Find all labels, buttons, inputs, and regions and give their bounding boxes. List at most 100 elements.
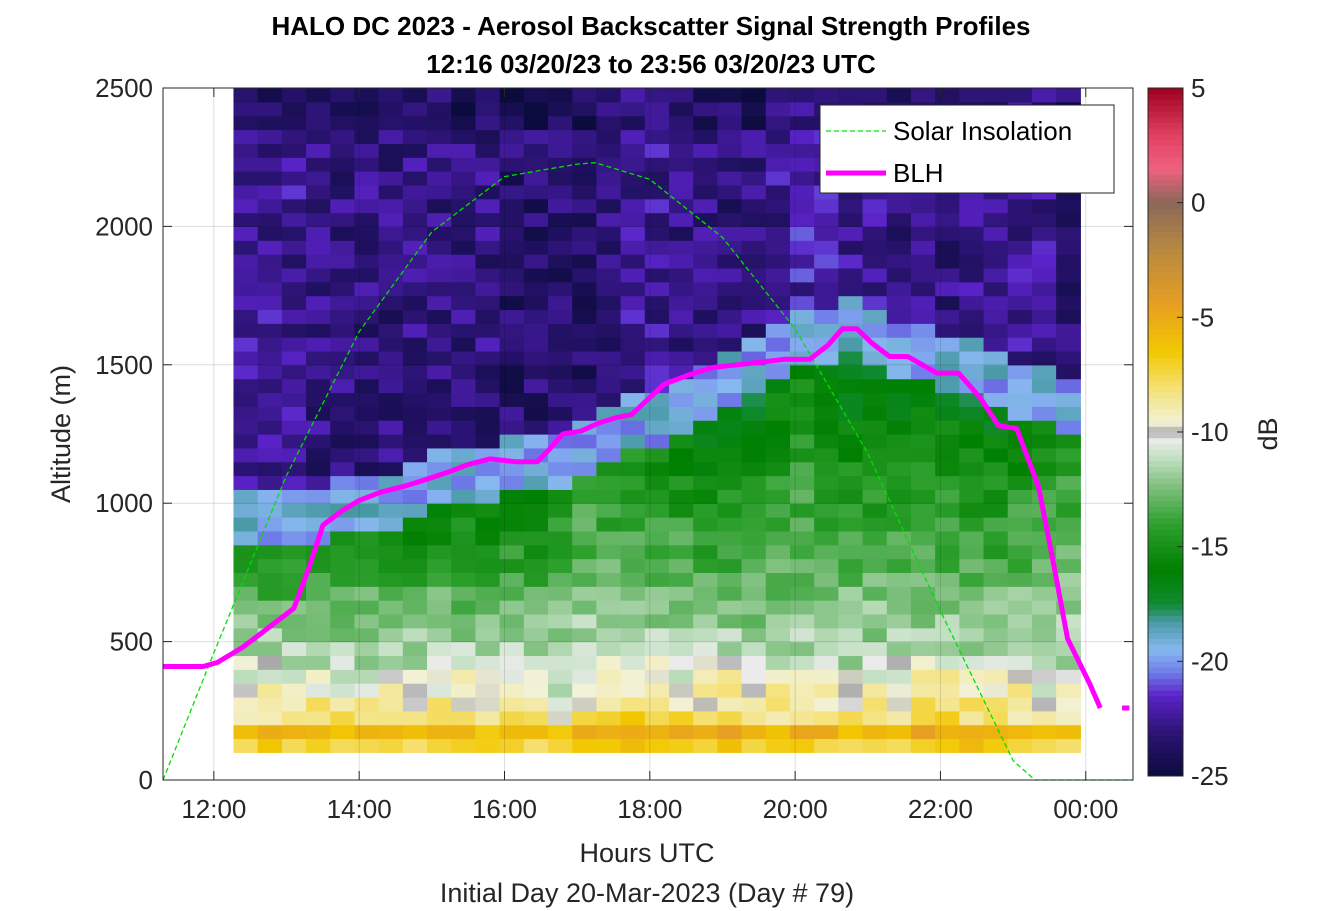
- heatmap-cell: [620, 669, 646, 684]
- heatmap-cell: [959, 88, 985, 103]
- heatmap-cell: [693, 475, 718, 490]
- heatmap-cell: [983, 696, 1009, 712]
- heatmap-cell: [1056, 544, 1081, 560]
- heatmap-cell: [499, 613, 525, 629]
- legend-label: Solar Insolation: [893, 116, 1072, 146]
- heatmap-cell: [983, 364, 1009, 380]
- heatmap-cell: [451, 434, 477, 449]
- heatmap-cell: [620, 572, 646, 587]
- heatmap-cell: [669, 350, 694, 366]
- heatmap-cell: [644, 254, 670, 269]
- heatmap-cell: [717, 171, 743, 186]
- heatmap-cell: [523, 115, 549, 131]
- heatmap-cell: [838, 392, 864, 407]
- heatmap-cell: [548, 88, 573, 103]
- heatmap-cell: [475, 696, 501, 712]
- heatmap-cell: [789, 517, 815, 532]
- heatmap-cell: [1031, 558, 1057, 573]
- heatmap-cell: [354, 198, 380, 214]
- heatmap-cell: [402, 309, 428, 324]
- colorbar-segment: [1148, 305, 1183, 313]
- colorbar-segment: [1148, 145, 1183, 152]
- heatmap-cell: [1056, 267, 1081, 283]
- heatmap-cell: [499, 143, 525, 158]
- heatmap-cell: [402, 641, 428, 657]
- colorbar-segment: [1148, 770, 1183, 777]
- heatmap-cell: [451, 157, 477, 172]
- heatmap-cell: [451, 364, 477, 380]
- heatmap-cell: [499, 586, 525, 601]
- heatmap-cell: [596, 309, 622, 324]
- heatmap-cell: [620, 115, 646, 131]
- heatmap-cell: [814, 530, 839, 546]
- heatmap-cell: [523, 364, 549, 380]
- heatmap-cell: [838, 350, 864, 366]
- heatmap-cell: [644, 198, 670, 214]
- heatmap-cell: [523, 724, 549, 740]
- heatmap-cell: [378, 655, 404, 670]
- colorbar-segment: [1148, 214, 1183, 221]
- heatmap-cell: [789, 212, 815, 227]
- heatmap-cell: [475, 115, 501, 131]
- legend-label: BLH: [893, 158, 944, 188]
- heatmap-cell: [402, 530, 428, 546]
- colorbar-segment: [1148, 649, 1183, 657]
- heatmap-cell: [257, 710, 283, 726]
- heatmap-cell: [330, 350, 356, 366]
- heatmap-cell: [572, 600, 598, 615]
- heatmap-cell: [620, 212, 646, 227]
- heatmap-cell: [281, 323, 307, 338]
- x-tick-label: 18:00: [617, 794, 682, 824]
- heatmap-cell: [451, 696, 477, 712]
- heatmap-cell: [378, 641, 404, 657]
- heatmap-cell: [789, 544, 815, 560]
- heatmap-cell: [741, 489, 767, 504]
- heatmap-cell: [1031, 613, 1057, 629]
- heatmap-cell: [1056, 683, 1081, 698]
- heatmap-cell: [378, 337, 404, 352]
- heatmap-cell: [1007, 254, 1033, 269]
- colorbar-segment: [1148, 122, 1183, 129]
- heatmap-cell: [330, 309, 356, 324]
- heatmap-cell: [644, 115, 670, 131]
- heatmap-cell: [1031, 461, 1057, 477]
- heatmap-cell: [402, 171, 428, 186]
- heatmap-cell: [523, 143, 549, 158]
- heatmap-cell: [620, 226, 646, 241]
- heatmap-cell: [669, 157, 694, 172]
- heatmap-cell: [983, 447, 1009, 463]
- heatmap-cell: [499, 489, 525, 504]
- heatmap-cell: [644, 572, 670, 587]
- heatmap-cell: [499, 669, 525, 684]
- heatmap-cell: [523, 613, 549, 629]
- heatmap-cell: [451, 281, 477, 297]
- heatmap-cell: [499, 641, 525, 657]
- heatmap-cell: [572, 434, 598, 449]
- heatmap-cell: [838, 254, 864, 269]
- heatmap-cell: [910, 281, 936, 297]
- heatmap-cell: [330, 572, 356, 587]
- heatmap-cell: [1031, 669, 1057, 684]
- heatmap-cell: [281, 115, 307, 131]
- heatmap-cell: [1056, 420, 1081, 435]
- colorbar-segment: [1148, 489, 1183, 496]
- heatmap-cell: [910, 226, 936, 241]
- heatmap-cell: [814, 240, 839, 255]
- heatmap-cell: [838, 420, 864, 435]
- heatmap-cell: [669, 295, 694, 311]
- heatmap-cell: [1007, 710, 1033, 726]
- heatmap-cell: [765, 683, 791, 698]
- heatmap-cell: [935, 503, 960, 518]
- heatmap-cell: [572, 378, 598, 394]
- heatmap-cell: [596, 503, 622, 518]
- colorbar-segment: [1148, 558, 1183, 565]
- colorbar-segment: [1148, 196, 1183, 204]
- heatmap-cell: [451, 613, 477, 629]
- heatmap-cell: [741, 558, 767, 573]
- heatmap-cell: [1056, 517, 1081, 532]
- heatmap-cell: [620, 738, 646, 753]
- heatmap-cell: [741, 420, 767, 435]
- heatmap-cell: [717, 115, 743, 131]
- heatmap-cell: [789, 613, 815, 629]
